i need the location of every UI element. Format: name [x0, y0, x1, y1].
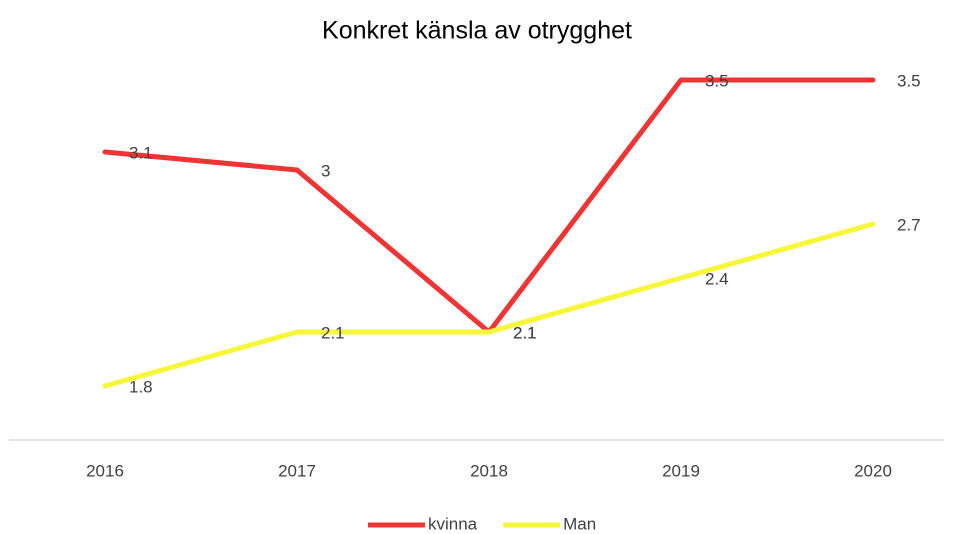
legend-label: Man: [563, 514, 596, 533]
x-tick-label: 2016: [86, 461, 124, 480]
x-tick-label: 2020: [854, 461, 892, 480]
data-label: 3.5: [705, 71, 729, 90]
chart-title: Konkret känsla av otrygghet: [322, 17, 632, 45]
x-tick-label: 2017: [278, 461, 316, 480]
x-tick-label: 2018: [470, 461, 508, 480]
line-series: [102, 221, 876, 389]
data-label: 2.4: [705, 269, 729, 288]
legend-label: kvinna: [428, 514, 478, 533]
data-label: 2.1: [513, 323, 537, 342]
x-tick-label: 2019: [662, 461, 700, 480]
data-label: 3.1: [129, 143, 153, 162]
data-label: 2.1: [513, 323, 537, 342]
data-label: 1.8: [129, 377, 153, 396]
data-label: 2.7: [897, 215, 921, 234]
data-label: 3: [321, 161, 330, 180]
data-label: 2.1: [321, 323, 345, 342]
data-label: 3.5: [897, 71, 921, 90]
